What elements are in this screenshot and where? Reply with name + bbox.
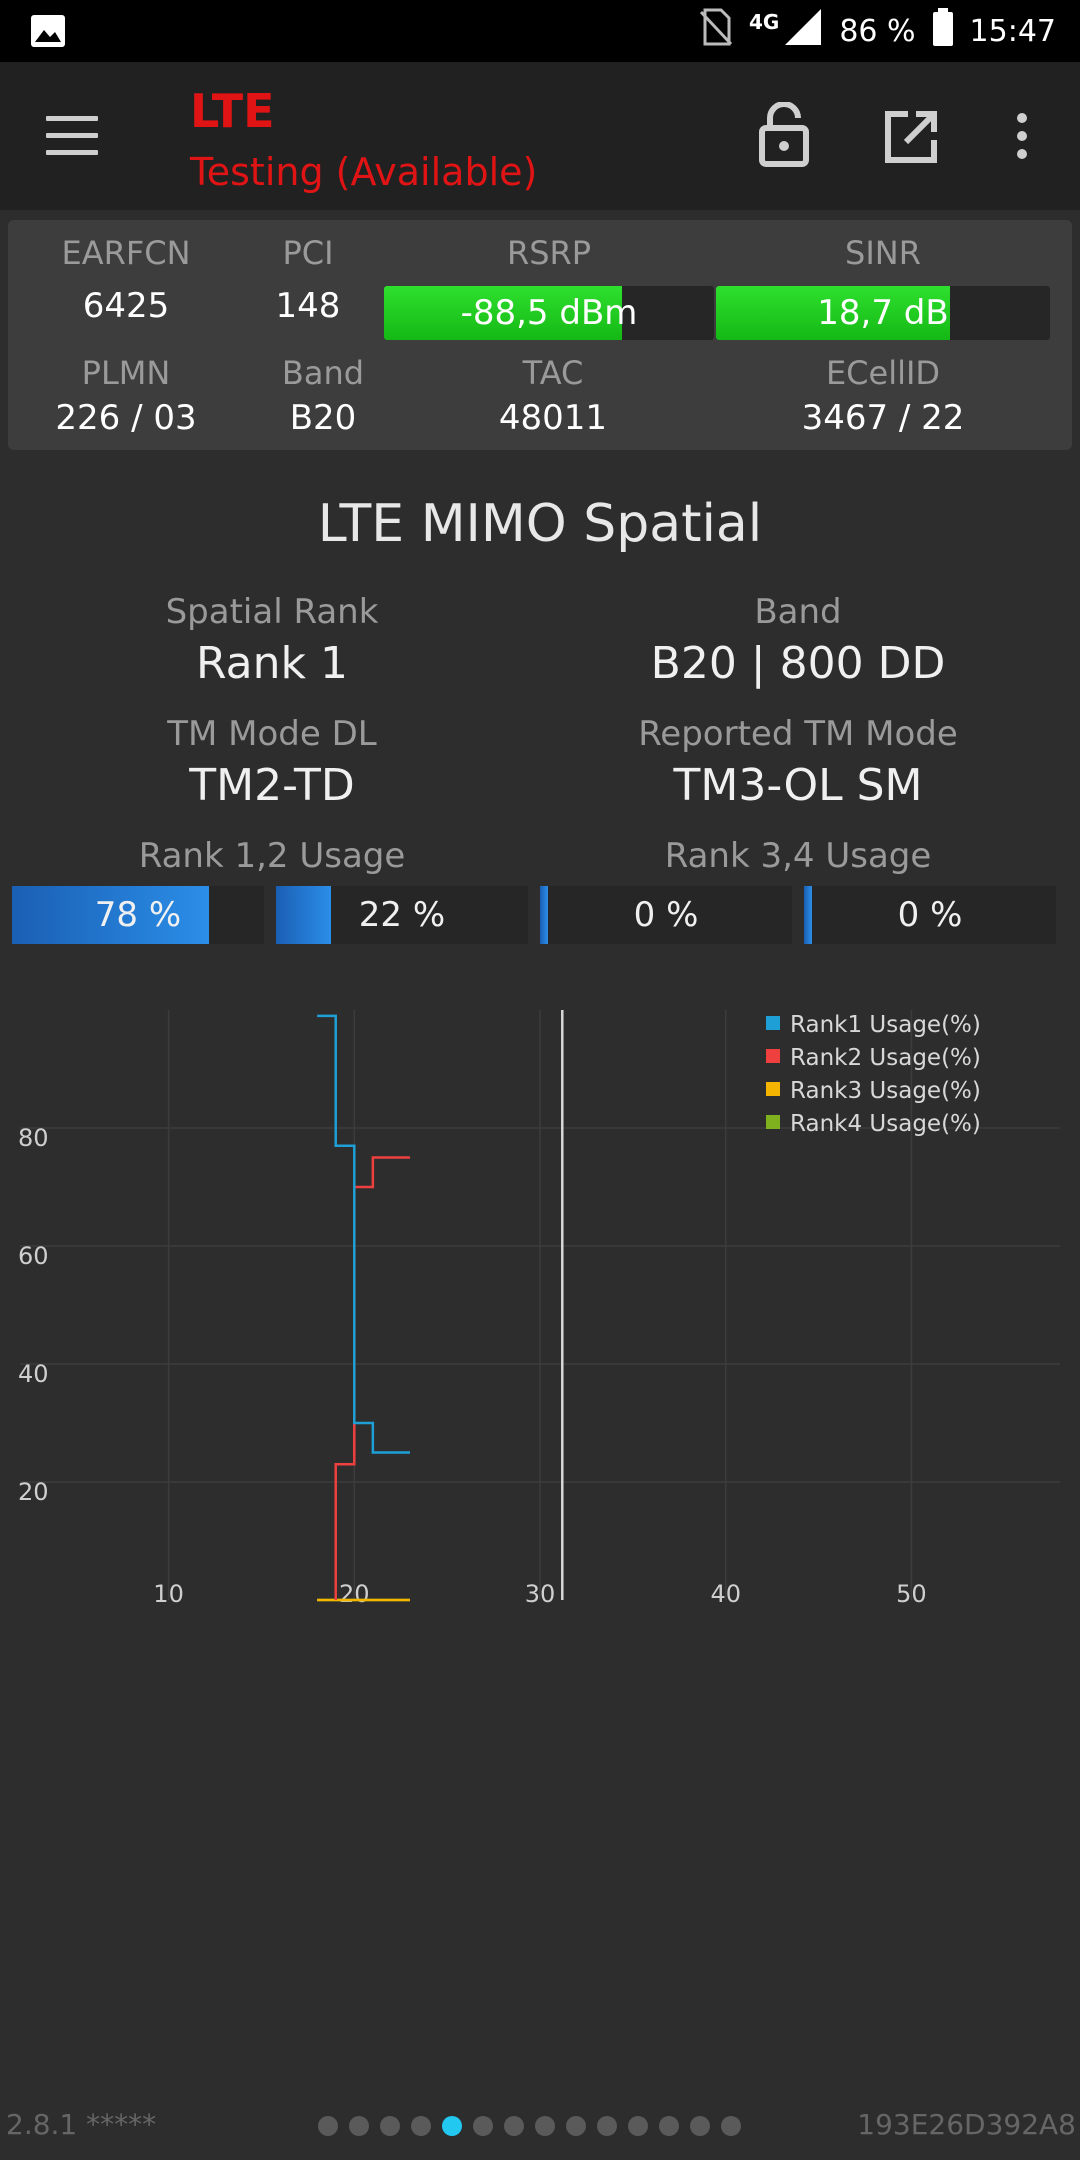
rank3-usage-value: 0 % [633,895,699,935]
page-dot[interactable] [504,2116,524,2136]
rsrp-value: -88,5 dBm [460,293,638,333]
app-version: 2.8.1 ***** [6,2108,157,2141]
legend-label: Rank4 Usage(%) [790,1111,981,1137]
y-tick-label: 40 [18,1360,49,1388]
footer: 2.8.1 ***** 193E26D392A8 [0,2100,1080,2150]
spatial-rank-label: Spatial Rank [165,592,379,632]
page-dot[interactable] [597,2116,617,2136]
rank4-usage-value: 0 % [897,895,963,935]
page-dot[interactable] [473,2116,493,2136]
mimo-band-value: B20 | 800 DD [650,638,946,689]
plmn-value: 226 / 03 [55,398,197,438]
legend-label: Rank1 Usage(%) [790,1012,981,1038]
page-title: LTE [190,84,275,138]
rank1-usage-fill [12,886,209,944]
rsrp-meter: -88,5 dBm [384,286,714,340]
page-dot[interactable] [659,2116,679,2136]
rank-usage-chart: 10 20 30 40 50 20 40 60 80 Rank1 Usage(%) Rank2 Us… [0,990,1080,1640]
page-dot[interactable] [349,2116,369,2136]
rank1-usage-bar: 78 % [12,886,264,944]
legend-swatch [766,1049,780,1063]
network-type: 4G [748,10,780,34]
mimo-band-label: Band [754,592,842,632]
page-dot[interactable] [380,2116,400,2136]
legend-swatch [766,1016,780,1030]
y-tick-label: 80 [18,1124,49,1152]
page-subtitle: Testing (Available) [190,150,538,194]
page-dot[interactable] [318,2116,338,2136]
ecellid-label: ECellID [825,354,941,392]
rank2-usage-fill [276,886,332,944]
tac-label: TAC [522,354,584,392]
rank4-usage-fill [804,886,812,944]
reported-tm-label: Reported TM Mode [638,714,958,754]
no-sim-icon [699,8,733,54]
tm-mode-dl-label: TM Mode DL [167,714,377,754]
x-tick-label: 10 [153,1580,184,1608]
reported-tm-value: TM3-OL SM [673,760,923,811]
plmn-label: PLMN [81,354,171,392]
rsrp-meter-fill [384,286,622,340]
rank3-usage-bar: 0 % [540,886,792,944]
cell-info-panel: EARFCN 6425 PCI 148 RSRP -88,5 dBm SINR … [8,220,1072,450]
legend-swatch [766,1115,780,1129]
sinr-label: SINR [845,234,921,272]
menu-icon[interactable] [46,116,98,156]
x-tick-label: 20 [339,1580,370,1608]
earfcn-label: EARFCN [61,234,191,272]
lock-icon[interactable] [758,101,810,172]
rank34-usage-label: Rank 3,4 Usage [664,836,932,876]
y-tick-label: 60 [18,1242,49,1270]
rank3-usage-fill [540,886,548,944]
tm-mode-dl-value: TM2-TD [189,760,355,811]
sinr-meter-fill [716,286,950,340]
series-line [317,1014,410,1454]
sinr-value: 18,7 dB [817,293,949,333]
rank2-usage-bar: 22 % [276,886,528,944]
band-label: Band [281,354,365,392]
band-value: B20 [289,398,357,438]
sinr-meter: 18,7 dB [716,286,1050,340]
x-tick-label: 50 [896,1580,927,1608]
y-tick-label: 20 [18,1478,49,1506]
page-dot[interactable] [442,2116,462,2136]
rank12-usage-label: Rank 1,2 Usage [138,836,406,876]
rank4-usage-bar: 0 % [804,886,1056,944]
legend-label: Rank2 Usage(%) [790,1045,981,1071]
x-tick-label: 40 [710,1580,741,1608]
image-notification-icon [30,14,66,52]
more-options-icon[interactable] [1012,112,1032,166]
page-dot[interactable] [721,2116,741,2136]
page-dot[interactable] [535,2116,555,2136]
signal-icon [783,7,823,55]
page-dot[interactable] [566,2116,586,2136]
pci-label: PCI [282,234,334,272]
clock: 15:47 [969,13,1056,49]
page-dot[interactable] [690,2116,710,2136]
series-line [334,1156,410,1600]
ecellid-value: 3467 / 22 [801,398,965,438]
rank1-usage-value: 78 % [94,895,182,935]
page-dot[interactable] [628,2116,648,2136]
rsrp-label: RSRP [506,234,592,272]
earfcn-value: 6425 [82,286,170,326]
spatial-rank-value: Rank 1 [196,638,348,689]
section-title: LTE MIMO Spatial [317,494,763,554]
battery-percent: 86 % [839,13,916,49]
rank2-usage-value: 22 % [358,895,446,935]
page-dot[interactable] [411,2116,431,2136]
x-tick-label: 30 [525,1580,556,1608]
legend-label: Rank3 Usage(%) [790,1078,981,1104]
battery-icon [932,8,954,54]
open-external-icon[interactable] [884,110,938,168]
tac-value: 48011 [498,398,608,438]
rank-usage-chart-svg: 10 20 30 40 50 20 40 60 80 Rank1 Usage(%) Rank2 Us… [18,1010,1060,1608]
pci-value: 148 [275,286,341,326]
page-indicator [318,2116,741,2136]
app-bar: LTE Testing (Available) [0,62,1080,210]
status-bar: 4G 86 % 15:47 [0,0,1080,62]
legend-swatch [766,1082,780,1096]
device-id: 193E26D392A8 [857,2108,1076,2141]
